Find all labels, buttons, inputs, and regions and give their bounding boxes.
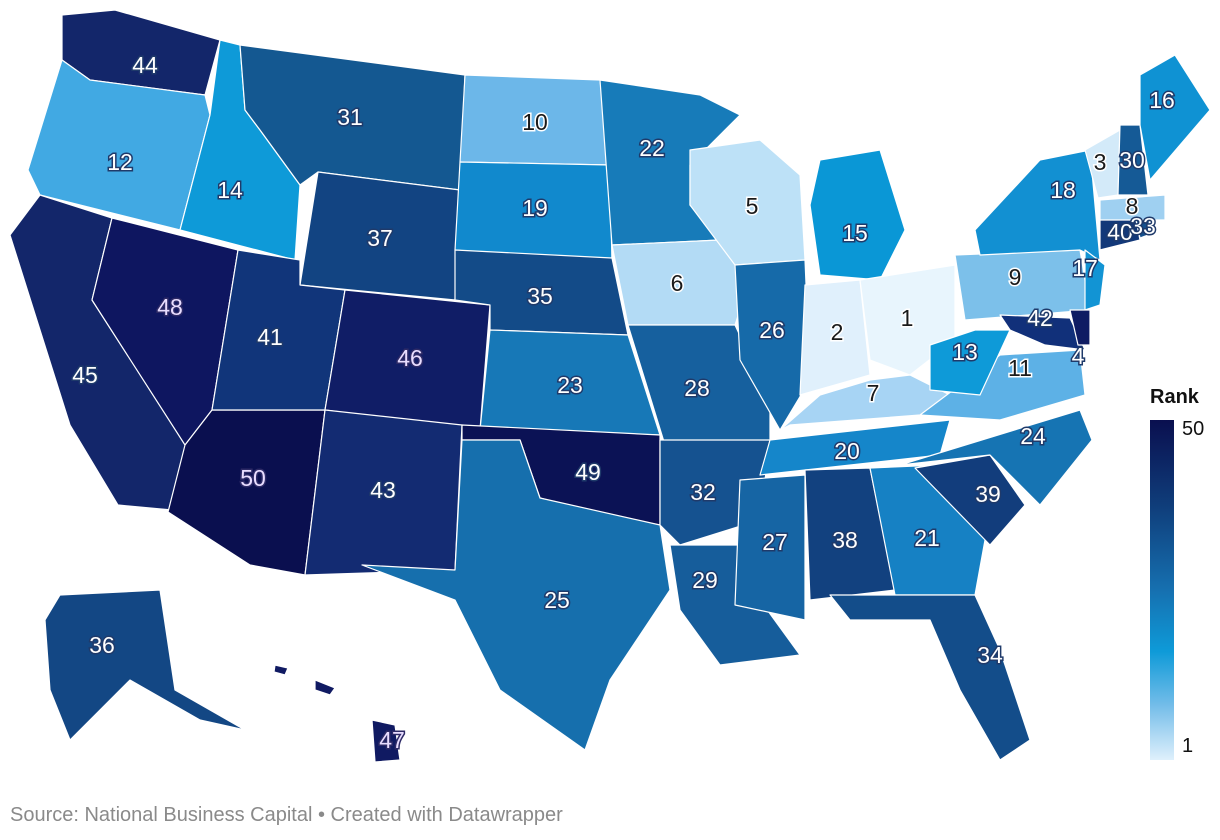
- state-ny: [974, 149, 1101, 261]
- state-rank-label-wi: 5: [746, 193, 759, 219]
- legend-color-bar: [1150, 420, 1174, 760]
- state-rank-label-nc: 24: [1020, 423, 1046, 449]
- state-rank-label-ks: 23: [557, 372, 583, 398]
- state-de: [1069, 309, 1091, 346]
- state-rank-label-ms: 27: [762, 529, 788, 555]
- state-rank-label-hi: 47: [379, 727, 405, 753]
- state-rank-label-sc: 39: [975, 481, 1001, 507]
- state-rank-label-il: 26: [759, 317, 785, 343]
- state-rank-label-co: 46: [397, 345, 423, 371]
- state-rank-label-nv: 48: [157, 294, 183, 320]
- state-rank-label-mi: 15: [842, 220, 868, 246]
- source-note: Source: National Business Capital • Crea…: [10, 804, 563, 826]
- state-nh: [1117, 124, 1149, 196]
- state-mo: [627, 324, 771, 446]
- state-rank-label-or: 12: [107, 149, 133, 175]
- state-rank-label-wy: 37: [367, 225, 393, 251]
- legend-title: Rank: [1150, 386, 1199, 408]
- state-rank-label-ky: 7: [867, 380, 880, 406]
- state-rank-label-tx: 25: [544, 587, 570, 613]
- legend-max-label: 50: [1182, 418, 1205, 440]
- state-rank-label-fl: 34: [977, 642, 1003, 668]
- state-il: [734, 259, 811, 431]
- state-rank-label-ok: 49: [575, 459, 601, 485]
- state-rank-label-wa: 44: [132, 52, 158, 78]
- state-rank-label-nd: 10: [522, 109, 548, 135]
- state-ma: [1099, 194, 1166, 221]
- state-me: [1139, 54, 1211, 181]
- state-rank-label-id: 14: [217, 177, 243, 203]
- state-rank-label-tn: 20: [834, 438, 860, 464]
- state-rank-label-de: 4: [1072, 343, 1085, 369]
- state-ms: [734, 474, 806, 621]
- state-rank-label-va: 11: [1008, 355, 1032, 381]
- state-rank-label-ct: 40: [1107, 219, 1133, 245]
- state-rank-label-az: 50: [240, 465, 266, 491]
- state-tx: [361, 439, 671, 751]
- state-rank-label-mt: 31: [337, 104, 363, 130]
- state-rank-label-ut: 41: [257, 324, 283, 350]
- state-rank-label-pa: 9: [1009, 264, 1022, 290]
- state-fl: [829, 594, 1031, 761]
- state-rank-label-nj: 17: [1072, 255, 1098, 281]
- labels-layer: 4412451448503137414643101935234925226283…: [71, 51, 1177, 755]
- state-rank-label-ak: 36: [89, 632, 115, 658]
- state-rank-label-la: 29: [692, 567, 718, 593]
- state-rank-label-sd: 19: [522, 195, 548, 221]
- state-ak: [44, 589, 246, 741]
- state-rank-label-me: 16: [1149, 87, 1175, 113]
- state-rank-label-ri: 33: [1130, 213, 1156, 239]
- state-rank-label-ny: 18: [1050, 177, 1076, 203]
- state-rank-label-ia: 6: [671, 270, 684, 296]
- states-layer: [9, 9, 1211, 763]
- state-rank-label-nh: 30: [1119, 147, 1145, 173]
- state-rank-label-mo: 28: [684, 375, 710, 401]
- state-rank-label-wv: 13: [952, 339, 978, 365]
- state-rank-label-vt: 3: [1094, 149, 1107, 175]
- state-rank-label-ma: 8: [1126, 193, 1139, 219]
- state-rank-label-ca: 45: [72, 362, 98, 388]
- state-rank-label-md: 42: [1027, 305, 1053, 331]
- state-wv: [929, 329, 1011, 396]
- state-rank-label-in: 2: [831, 319, 844, 345]
- state-rank-label-mn: 22: [639, 135, 665, 161]
- state-mi: [809, 149, 906, 281]
- state-rank-label-oh: 1: [901, 305, 914, 331]
- state-rank-label-al: 38: [832, 527, 858, 553]
- state-sc: [914, 454, 1026, 546]
- state-rank-label-ga: 21: [914, 525, 940, 551]
- state-nc: [899, 409, 1093, 506]
- legend-min-label: 1: [1182, 735, 1194, 757]
- state-nj: [1084, 249, 1106, 311]
- state-hi: [273, 664, 401, 763]
- state-rank-label-ne: 35: [527, 283, 553, 309]
- state-rank-label-nm: 43: [370, 477, 396, 503]
- state-md: [999, 314, 1086, 351]
- state-in: [799, 279, 871, 396]
- state-rank-label-ar: 32: [690, 479, 716, 505]
